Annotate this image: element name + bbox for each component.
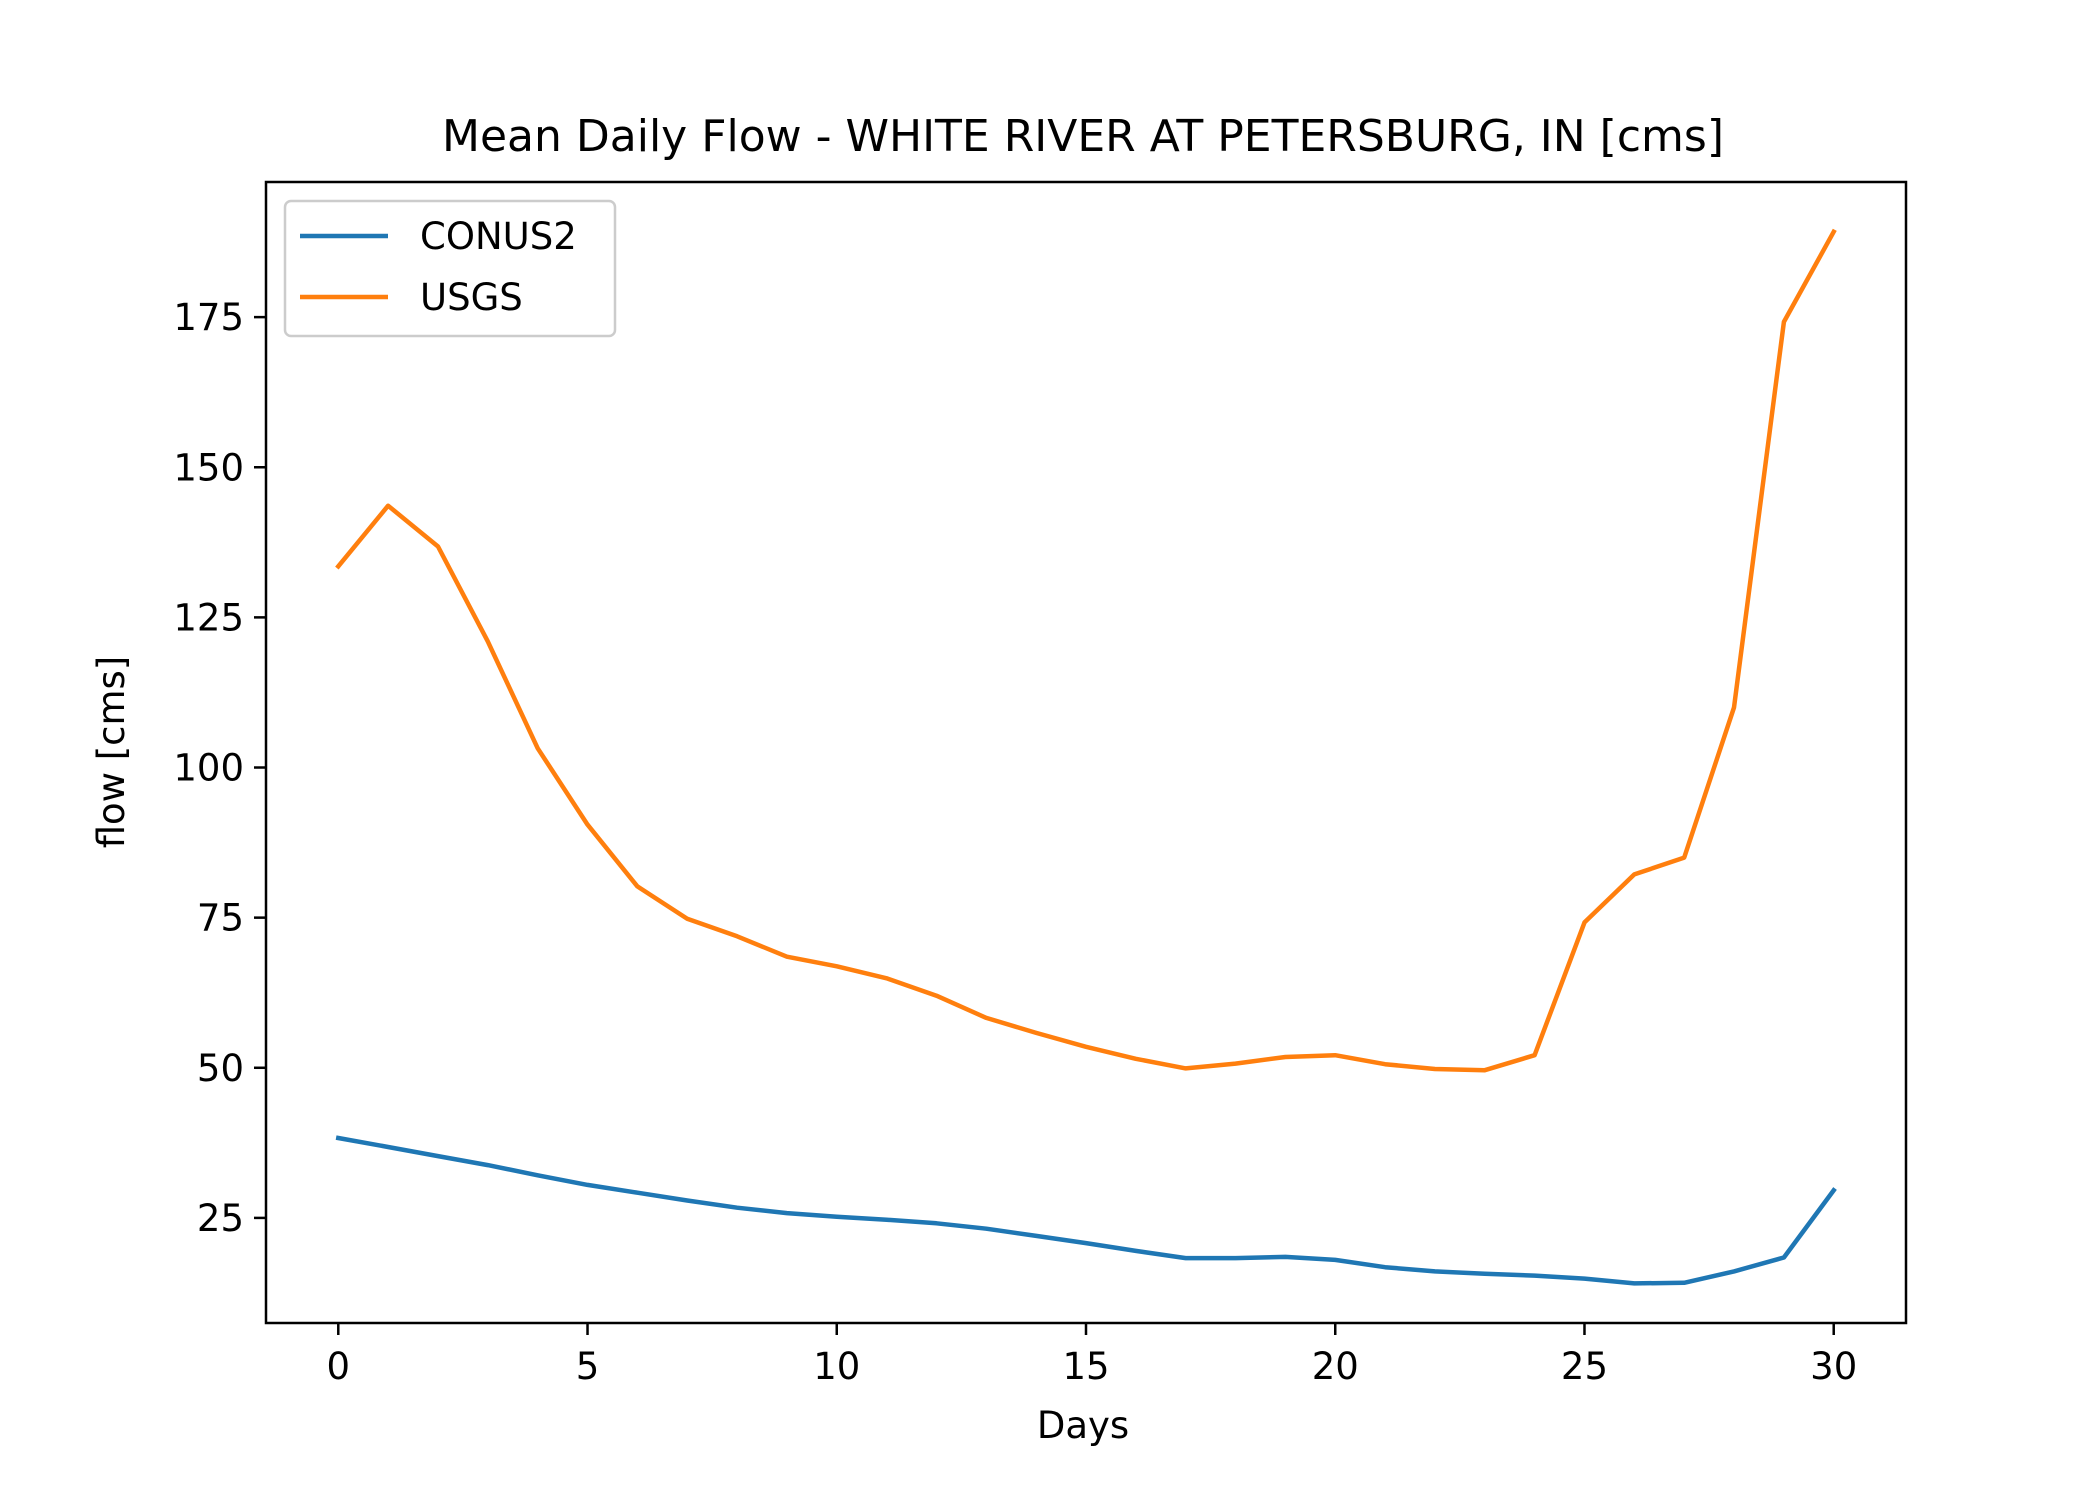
y-tick-label: 150 xyxy=(173,446,244,489)
y-tick-label: 25 xyxy=(197,1197,244,1240)
series-line-conus2 xyxy=(335,1135,1837,1286)
x-tick-label: 20 xyxy=(1312,1345,1359,1388)
axis-ticks: 0 5 10 15 20 25 30 25 50 75 100 125 150 175 xyxy=(173,296,1857,1388)
legend-label-usgs: USGS xyxy=(420,276,523,319)
chart-title: Mean Daily Flow - WHITE RIVER AT PETERSB… xyxy=(442,111,1724,162)
x-tick-label: 30 xyxy=(1810,1345,1857,1388)
y-tick-label: 75 xyxy=(197,897,244,940)
legend-label-conus2: CONUS2 xyxy=(420,215,577,258)
y-axis-label: flow [cms] xyxy=(90,656,133,849)
y-tick-label: 50 xyxy=(197,1047,244,1090)
plot-area xyxy=(335,228,1837,1286)
y-tick-label: 175 xyxy=(173,296,244,339)
x-tick-label: 0 xyxy=(327,1345,351,1388)
x-tick-label: 10 xyxy=(813,1345,860,1388)
x-tick-label: 5 xyxy=(576,1345,600,1388)
x-axis-label: Days xyxy=(1037,1404,1129,1447)
legend: CONUS2 USGS xyxy=(283,199,617,338)
y-tick-label: 100 xyxy=(173,747,244,790)
series-line-usgs xyxy=(335,228,1837,1073)
x-tick-label: 15 xyxy=(1062,1345,1109,1388)
y-tick-label: 125 xyxy=(173,596,244,639)
x-tick-label: 25 xyxy=(1561,1345,1608,1388)
